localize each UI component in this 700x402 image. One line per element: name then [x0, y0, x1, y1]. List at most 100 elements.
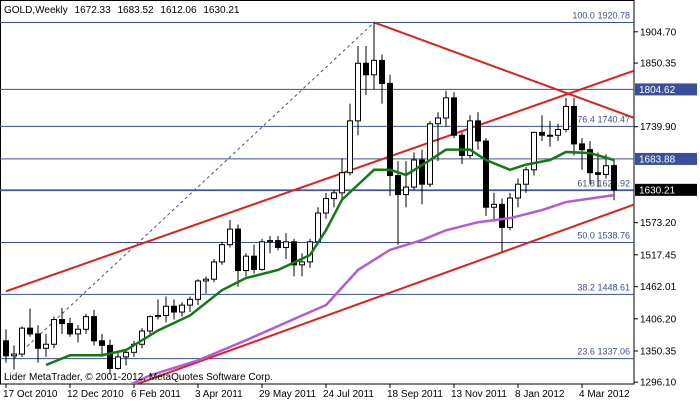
plot-area: 100.0 1920.78 76.4 1740.47 61.8 1628.92 50.… [0, 11, 634, 384]
candle-body [115, 356, 121, 369]
x-tick-label: 13 Nov 2011 [451, 389, 507, 400]
candle-body [483, 140, 489, 208]
fib-label: 61.8 1628.92 [577, 179, 630, 189]
header-low: 1612.06 [160, 5, 197, 16]
candle-body [531, 131, 537, 171]
candle-body [235, 228, 241, 272]
header-high: 1683.52 [117, 5, 154, 16]
candle-body [91, 316, 97, 342]
candle-body [563, 105, 569, 130]
x-tick-label: 8 Jan 2012 [515, 389, 565, 400]
fib-label: 38.2 1448.61 [577, 282, 630, 292]
candle-body [251, 255, 257, 270]
x-tick-label: 4 Mar 2012 [579, 389, 630, 400]
fib-level: 50.0 [577, 230, 595, 240]
trendline [134, 203, 634, 384]
candle-body [459, 134, 465, 156]
moving-average [45, 148, 615, 367]
candle-body [331, 192, 337, 200]
candle-body [523, 169, 529, 185]
candle-body [411, 159, 417, 188]
axes: 1904.70 1850.35 1739.90 1573.20 1517.45 1462.… [3, 27, 697, 400]
candle-body [35, 333, 41, 349]
fib-price: 1920.78 [597, 11, 630, 21]
header-open: 1672.33 [75, 5, 112, 16]
candle-body [147, 316, 153, 332]
candle-body [443, 97, 449, 119]
fib-anchor-line [13, 22, 375, 359]
price-line-label: 1683.88 [639, 154, 676, 165]
candle-body [155, 314, 161, 318]
candle-body [99, 340, 105, 346]
chart-header: GOLD,Weekly 1672.33 1683.52 1612.06 1630… [4, 5, 240, 16]
candle-body [379, 59, 385, 84]
candle-body [107, 344, 113, 369]
x-tick-label: 18 Sep 2011 [387, 389, 443, 400]
candle-body [51, 319, 57, 345]
candle-body [59, 319, 65, 325]
fib-level: 61.8 [577, 179, 595, 189]
candle-body [355, 62, 361, 122]
candle-body [339, 172, 345, 194]
candle-body [363, 62, 369, 76]
candle-body [387, 82, 393, 177]
candle-body [579, 143, 585, 151]
candle-body [11, 353, 17, 357]
header-close: 1630.21 [203, 5, 240, 16]
fib-label: 76.4 1740.47 [577, 114, 630, 124]
x-tick-label: 17 Oct 2010 [3, 389, 58, 400]
x-tick-label: 29 May 2011 [259, 389, 317, 400]
candle-body [43, 343, 49, 349]
y-tick-label: 1517.45 [640, 250, 677, 261]
candle-body [259, 241, 265, 270]
candle-body [179, 304, 185, 313]
candle-body [323, 198, 329, 214]
candle-body [507, 197, 513, 228]
fib-price: 1448.61 [597, 282, 630, 292]
candle-body [467, 120, 473, 156]
y-tick-label: 1406.20 [640, 314, 677, 325]
fib-price: 1337.06 [597, 347, 630, 357]
candle-body [163, 305, 169, 316]
candle-body [267, 240, 273, 243]
candle-body [123, 351, 129, 358]
candle-body [611, 165, 617, 191]
y-tick-label: 1296.10 [640, 378, 677, 389]
candle-body [219, 244, 225, 263]
x-tick-label: 3 Apr 2011 [195, 389, 243, 400]
candle-body [243, 255, 249, 272]
candle-body [419, 159, 425, 185]
candle-body [547, 134, 553, 137]
symbol: GOLD,Weekly [4, 5, 68, 16]
fib-price: 1538.76 [597, 230, 630, 240]
candle-body [595, 172, 601, 175]
candle-body [211, 261, 217, 280]
y-tick-label: 1462.01 [640, 282, 677, 293]
moving-average [128, 193, 615, 384]
candle-body [427, 123, 433, 185]
current-price-label: 1630.21 [639, 185, 676, 196]
candle-body [187, 298, 193, 306]
price-line-box [635, 83, 697, 96]
candle-body [555, 128, 561, 136]
candle-body [451, 97, 457, 136]
candle-body [491, 203, 497, 208]
candle-body [75, 328, 81, 335]
price-line-box [635, 152, 697, 165]
candle-body [571, 105, 577, 145]
candle-body [603, 165, 609, 175]
candle-body [499, 203, 505, 228]
candle-body [515, 183, 521, 199]
plot-frame [0, 0, 635, 385]
candle-body [83, 316, 89, 330]
fib-level: 76.4 [577, 114, 595, 124]
trendline [373, 21, 634, 119]
y-tick-label: 1350.35 [640, 346, 677, 357]
candle-body [403, 186, 409, 196]
candle-body [3, 340, 9, 357]
fib-label: 50.0 1538.76 [577, 230, 630, 240]
candle-body [395, 175, 401, 196]
fib-label: 23.6 1337.06 [577, 347, 630, 357]
price-line-label: 1804.62 [639, 85, 676, 96]
